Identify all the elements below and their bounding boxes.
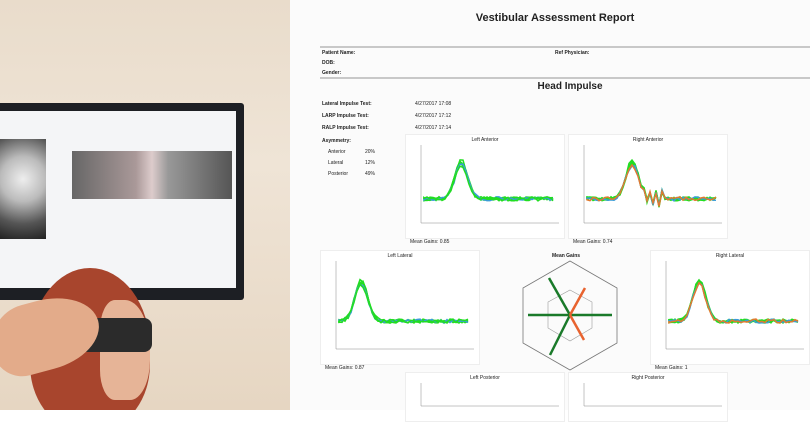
impulse-trace — [424, 163, 553, 201]
asymmetry-row-label: Posterior — [328, 171, 348, 177]
mean-gains-polar-plot — [515, 258, 625, 373]
test-label: RALP Impulse Test: — [322, 125, 369, 131]
impulse-trace — [424, 160, 553, 201]
test-date: 4/27/2017 17:08 — [415, 101, 451, 107]
chart-axes — [584, 145, 722, 223]
impulse-trace — [669, 280, 798, 323]
section-title: Head Impulse — [290, 81, 810, 92]
impulse-trace — [339, 285, 468, 323]
impulse-trace — [669, 283, 798, 323]
eye-camera-view — [0, 139, 46, 239]
test-date: 4/27/2017 17:12 — [415, 113, 451, 119]
impulse-trace — [669, 283, 798, 323]
eye-camera-view-wide — [72, 151, 232, 199]
asymmetry-row-label: Anterior — [328, 149, 346, 155]
impulse-trace — [669, 281, 798, 323]
trace-plot — [406, 135, 564, 238]
impulse-trace — [669, 280, 798, 323]
trace-plot — [569, 135, 727, 238]
chart-right-lateral: Right Lateral Mean Gains: 1 — [650, 250, 810, 365]
polar-gain-ra — [570, 288, 585, 315]
polar-gain-larp — [549, 278, 570, 315]
chart-axes — [336, 261, 474, 349]
chart-axes — [666, 261, 804, 349]
chart-axes — [584, 383, 722, 406]
chart-caption: Mean Gains: 0.85 — [410, 239, 449, 245]
patient-name-label: Patient Name: — [322, 50, 355, 56]
impulse-trace — [424, 164, 553, 201]
photo-clinic-scene — [0, 0, 290, 410]
report-document: Vestibular Assessment Report Patient Nam… — [290, 0, 810, 410]
impulse-trace — [424, 161, 553, 201]
trace-plot — [321, 251, 479, 364]
chart-right-posterior: Right Posterior — [568, 372, 728, 422]
asymmetry-row-label: Lateral — [328, 160, 343, 166]
test-date: 4/27/2017 17:14 — [415, 125, 451, 131]
chart-axes — [421, 145, 559, 223]
asymmetry-value: 49% — [365, 171, 375, 177]
trace-plot — [651, 251, 809, 364]
chart-left-lateral: Left Lateral Mean Gains: 0.87 — [320, 250, 480, 365]
chart-axes — [421, 383, 559, 406]
gender-label: Gender: — [322, 70, 341, 76]
impulse-trace — [424, 162, 553, 201]
impulse-trace — [424, 166, 553, 201]
chart-left-posterior: Left Posterior — [405, 372, 565, 422]
ref-physician-label: Ref Physician: — [555, 50, 589, 56]
wall-monitor — [0, 103, 244, 300]
asymmetry-value: 20% — [365, 149, 375, 155]
chart-right-anterior: Right Anterior Mean Gains: 0.74 — [568, 134, 728, 239]
polar-gain-lp — [570, 315, 584, 340]
divider — [320, 46, 810, 48]
impulse-trace — [339, 285, 468, 323]
polar-gain-ralp — [550, 315, 570, 355]
chart-caption: Mean Gains: 1 — [655, 365, 688, 371]
dob-label: DOB: — [322, 60, 335, 66]
chart-caption: Mean Gains: 0.74 — [573, 239, 612, 245]
chart-left-anterior: Left Anterior Mean Gains: 0.85 — [405, 134, 565, 239]
chart-caption: Mean Gains: 0.87 — [325, 365, 364, 371]
test-label: LARP Impulse Test: — [322, 113, 369, 119]
trace-plot — [406, 373, 564, 421]
trace-plot — [569, 373, 727, 421]
test-label: Lateral Impulse Test: — [322, 101, 372, 107]
report-title: Vestibular Assessment Report — [290, 12, 810, 24]
impulse-trace — [669, 280, 798, 323]
divider — [320, 77, 810, 79]
monitor-screen — [0, 111, 236, 288]
asymmetry-value: 12% — [365, 160, 375, 166]
asymmetry-label: Asymmetry: — [322, 138, 351, 144]
